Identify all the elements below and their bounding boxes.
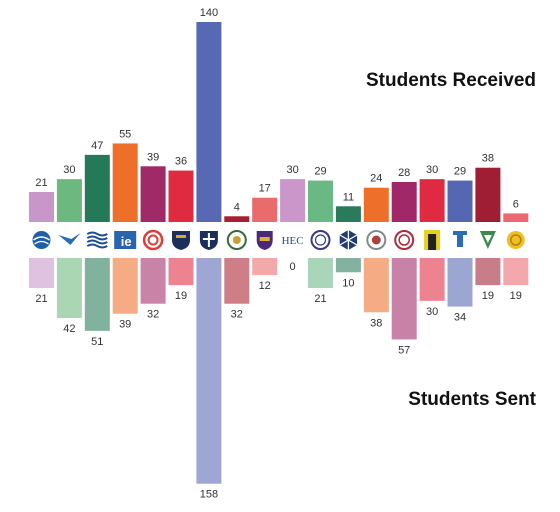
- sent-value-label: 30: [426, 306, 438, 318]
- sent-value-label: 12: [259, 280, 271, 292]
- received-value-label: 4: [234, 201, 240, 213]
- sent-value-label: 21: [314, 293, 326, 305]
- sent-value-label: 32: [231, 309, 243, 321]
- sent-value-label: 21: [35, 293, 47, 305]
- received-bar: [419, 179, 445, 222]
- yellow-seal-logo-icon: [506, 231, 525, 249]
- received-title: Students Received: [366, 70, 536, 91]
- sent-bar: [29, 258, 54, 288]
- received-bar: [363, 187, 389, 222]
- received-bar: [447, 180, 473, 222]
- green-seal-logo-icon: [226, 230, 247, 250]
- received-bar: [503, 213, 529, 222]
- received-value-label: 29: [314, 166, 326, 178]
- sent-bar: [308, 258, 333, 288]
- received-value-label: 17: [259, 183, 271, 195]
- received-value-label: 28: [398, 167, 410, 179]
- received-value-label: 55: [119, 128, 131, 140]
- received-bar: [56, 179, 82, 222]
- received-bar: [280, 179, 306, 222]
- sent-value-label: 51: [91, 336, 103, 348]
- received-bar: [29, 192, 54, 222]
- sent-value-label: 0: [290, 261, 296, 273]
- sent-value-labels: 21 42 51 39 32 19 158 32 12 0 21 10 38 57 30 34 19 19: [35, 261, 522, 501]
- sent-bar: [391, 258, 417, 340]
- received-value-label: 140: [200, 7, 218, 19]
- purple-seal-logo-icon: [310, 230, 331, 250]
- sent-value-label: 19: [510, 290, 522, 302]
- sent-bar: [503, 258, 529, 286]
- yellow-gate-logo-icon: [424, 230, 441, 250]
- red-spiral-logo-icon: [142, 229, 164, 251]
- sent-value-label: 19: [482, 290, 494, 302]
- blue-globe-logo-icon: [32, 231, 51, 249]
- received-bar: [140, 166, 166, 222]
- ie-logo-icon: ie: [114, 231, 137, 249]
- received-value-label: 29: [454, 166, 466, 178]
- sent-value-label: 34: [454, 312, 466, 324]
- sent-value-label: 42: [63, 323, 75, 335]
- received-value-label: 11: [343, 191, 354, 203]
- received-value-labels: 21 30 47 55 39 36 140 4 17 30 29 11 24 28 30 29 38 6: [35, 7, 518, 213]
- received-bar: [308, 180, 333, 222]
- purple-crest-logo-icon: [256, 231, 273, 250]
- blue-wing-logo-icon: [58, 233, 81, 245]
- received-bars: [29, 22, 529, 222]
- blue-waves-logo-icon: [86, 231, 108, 249]
- received-value-label: 21: [35, 177, 47, 189]
- sent-bar: [84, 258, 110, 331]
- sent-value-label: 57: [398, 344, 410, 356]
- sent-value-label: 10: [342, 277, 354, 289]
- institution-logos: ie HEC: [32, 229, 525, 251]
- navy-hexagon-logo-icon: [339, 230, 358, 250]
- sent-bar: [335, 258, 361, 273]
- received-bar: [168, 170, 194, 222]
- received-value-label: 39: [147, 151, 159, 163]
- received-bar: [252, 197, 278, 222]
- sent-value-label: 158: [200, 489, 218, 501]
- received-value-label: 30: [286, 164, 298, 176]
- received-bar: [196, 22, 222, 222]
- sent-bar: [252, 258, 278, 276]
- hec-logo-icon: HEC: [282, 235, 304, 247]
- sent-bar: [475, 258, 501, 286]
- sent-bar: [196, 258, 222, 484]
- sent-value-label: 19: [175, 290, 187, 302]
- sent-bar: [168, 258, 194, 286]
- received-bar: [475, 167, 501, 222]
- svg-text:ie: ie: [121, 234, 132, 249]
- sent-bars: [29, 258, 529, 484]
- sent-title: Students Sent: [408, 389, 536, 410]
- received-bar: [112, 143, 138, 222]
- received-value-label: 38: [482, 153, 494, 165]
- sent-bar: [112, 258, 138, 314]
- received-bar: [84, 154, 110, 222]
- green-emblem-logo-icon: [479, 231, 496, 249]
- received-value-label: 24: [370, 173, 382, 185]
- sent-bar: [419, 258, 445, 301]
- red-seal-logo-icon: [394, 230, 415, 250]
- sent-value-label: 32: [147, 309, 159, 321]
- sent-bar: [363, 258, 389, 313]
- sent-value-label: 39: [119, 319, 131, 331]
- received-value-label: 47: [91, 140, 103, 152]
- received-value-label: 30: [426, 164, 438, 176]
- sent-bar: [140, 258, 166, 304]
- received-bar: [335, 206, 361, 222]
- navy-cross-shield-logo-icon: [199, 231, 218, 250]
- received-value-label: 36: [175, 156, 187, 168]
- blue-tower-logo-icon: [453, 231, 467, 247]
- received-value-label: 30: [63, 164, 75, 176]
- received-bar: [224, 216, 250, 222]
- sent-bar: [447, 258, 473, 307]
- received-value-label: 6: [513, 198, 519, 210]
- sent-bar: [56, 258, 82, 318]
- svg-text:HEC: HEC: [282, 235, 304, 247]
- sent-value-label: 38: [370, 317, 382, 329]
- gray-seal-logo-icon: [366, 230, 387, 250]
- navy-shield-logo-icon: [172, 231, 190, 250]
- sent-bar: [224, 258, 250, 304]
- received-bar: [391, 182, 417, 222]
